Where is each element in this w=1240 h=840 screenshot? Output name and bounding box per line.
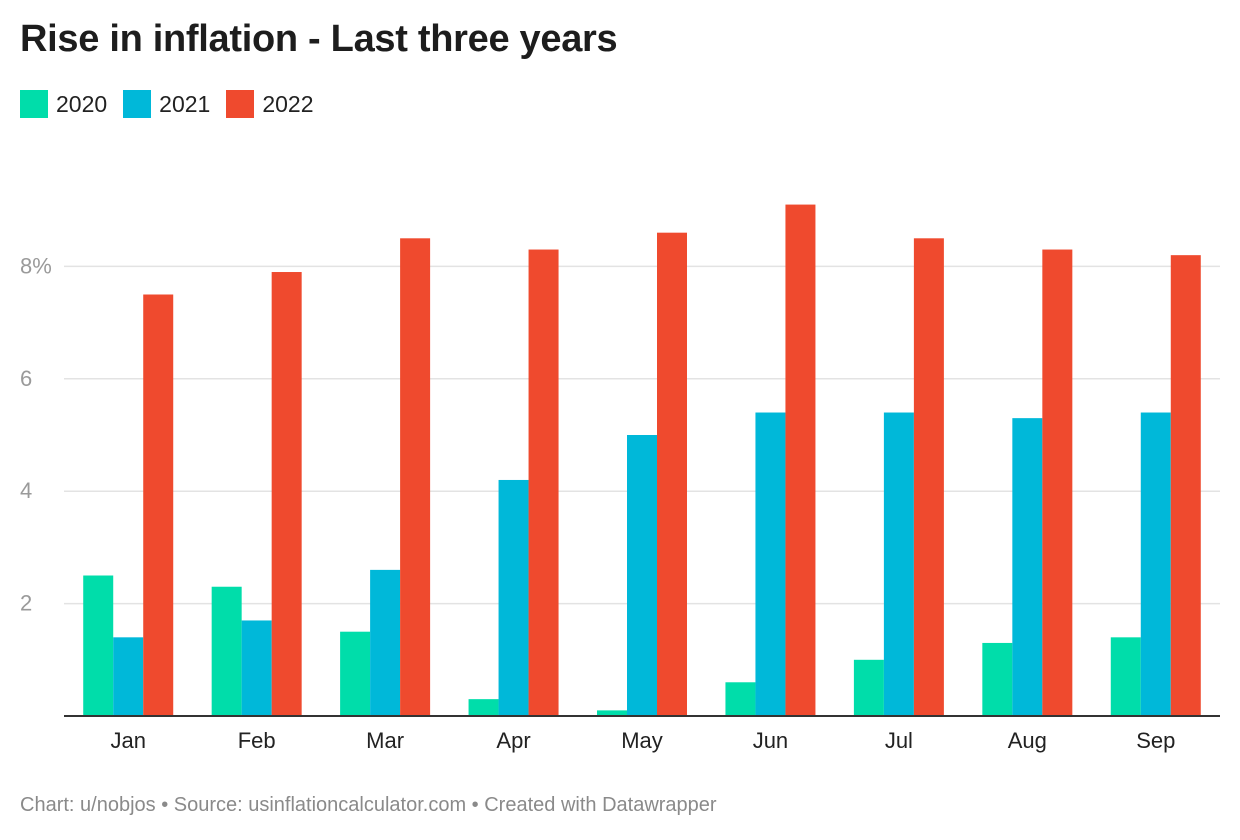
legend-label-2021: 2021	[159, 90, 211, 117]
bar-apr-2020	[468, 699, 499, 716]
bar-aug-2020	[982, 642, 1013, 716]
legend-item-2020: 2020	[20, 90, 107, 118]
y-tick-label-8: 8%	[20, 253, 52, 278]
legend-item-2021: 2021	[123, 90, 210, 118]
y-tick-label-2: 2	[20, 591, 32, 616]
bar-sep-2021	[1140, 412, 1171, 716]
bar-mar-2020	[340, 631, 371, 716]
bar-aug-2022	[1042, 249, 1073, 717]
bar-jul-2022	[913, 238, 944, 717]
bar-may-2020	[597, 710, 627, 716]
x-tick-label-jul: Jul	[885, 728, 913, 753]
y-tick-label-4: 4	[20, 478, 32, 503]
chart-title: Rise in inflation - Last three years	[20, 18, 618, 60]
bar-feb-2020	[211, 586, 242, 716]
bar-mar-2022	[400, 238, 431, 717]
bar-may-2022	[657, 232, 687, 716]
x-tick-label-may: May	[621, 728, 663, 753]
x-tick-label-apr: Apr	[496, 728, 530, 753]
x-tick-label-jun: Jun	[753, 728, 788, 753]
legend-label-2020: 2020	[56, 90, 108, 117]
legend-swatch-2021	[123, 90, 152, 118]
chart-footer: Chart: u/nobjos • Source: usinflationcal…	[20, 794, 717, 816]
legend-swatch-2020	[20, 90, 48, 118]
bar-apr-2022	[528, 249, 559, 717]
bar-jan-2021	[113, 637, 144, 716]
legend-item-2022: 2022	[226, 90, 314, 118]
x-tick-label-sep: Sep	[1136, 728, 1175, 753]
bar-jan-2020	[83, 575, 114, 716]
legend-swatch-2022	[226, 90, 255, 118]
legend-label-2022: 2022	[262, 90, 314, 117]
bar-jul-2021	[883, 412, 914, 716]
bar-feb-2021	[241, 620, 272, 716]
bar-apr-2021	[498, 479, 529, 716]
bar-jul-2020	[853, 659, 884, 716]
bar-jun-2022	[785, 204, 816, 716]
bar-mar-2021	[370, 569, 401, 716]
y-tick-label-6: 6	[20, 366, 32, 391]
x-tick-label-mar: Mar	[366, 728, 404, 753]
bar-sep-2020	[1110, 637, 1141, 716]
bar-feb-2022	[271, 272, 302, 716]
legend: 2020 2021 2022	[20, 90, 314, 118]
bar-jan-2022	[143, 294, 174, 716]
bar-jun-2020	[725, 682, 756, 716]
bar-sep-2022	[1170, 255, 1201, 716]
x-tick-label-jan: Jan	[110, 728, 145, 753]
x-tick-label-aug: Aug	[1008, 728, 1047, 753]
bar-may-2021	[627, 435, 657, 716]
bar-jun-2021	[755, 412, 786, 716]
x-tick-label-feb: Feb	[238, 728, 276, 753]
bar-aug-2021	[1012, 418, 1043, 716]
